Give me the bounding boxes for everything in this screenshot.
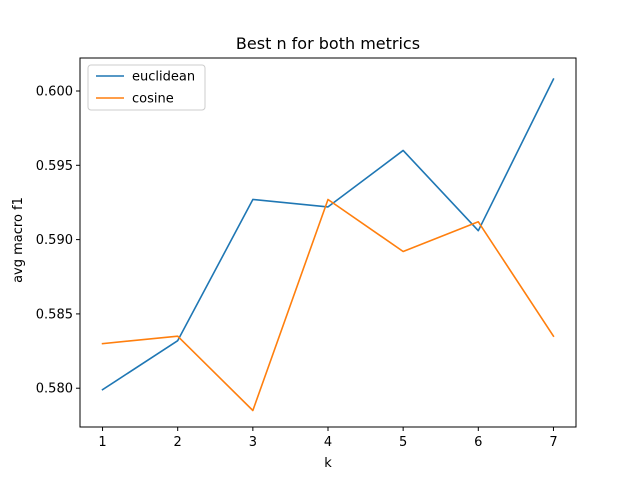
chart-title: Best n for both metrics bbox=[236, 34, 420, 53]
x-axis: 1 2 3 4 5 6 7 bbox=[98, 427, 558, 450]
x-tick-label: 4 bbox=[324, 435, 332, 450]
y-axis: 0.580 0.585 0.590 0.595 0.600 bbox=[36, 84, 80, 397]
x-tick-label: 7 bbox=[549, 435, 557, 450]
x-tick-label: 5 bbox=[399, 435, 407, 450]
y-axis-title: avg macro f1 bbox=[11, 197, 26, 283]
series-line-cosine bbox=[101, 198, 555, 412]
series-lines bbox=[101, 78, 555, 412]
x-tick-label: 3 bbox=[249, 435, 257, 450]
series-line-euclidean bbox=[101, 78, 555, 391]
x-axis-title: k bbox=[324, 456, 332, 471]
x-tick-label: 6 bbox=[474, 435, 482, 450]
x-tick-label: 1 bbox=[98, 435, 106, 450]
legend-label-cosine: cosine bbox=[132, 92, 174, 107]
y-tick-label: 0.585 bbox=[36, 307, 73, 322]
x-tick-label: 2 bbox=[174, 435, 182, 450]
y-tick-label: 0.590 bbox=[36, 233, 73, 248]
legend: euclidean cosine bbox=[87, 64, 206, 111]
y-tick-label: 0.600 bbox=[36, 84, 73, 99]
y-tick-label: 0.580 bbox=[36, 382, 73, 397]
y-tick-label: 0.595 bbox=[36, 159, 73, 174]
legend-label-euclidean: euclidean bbox=[132, 70, 195, 85]
